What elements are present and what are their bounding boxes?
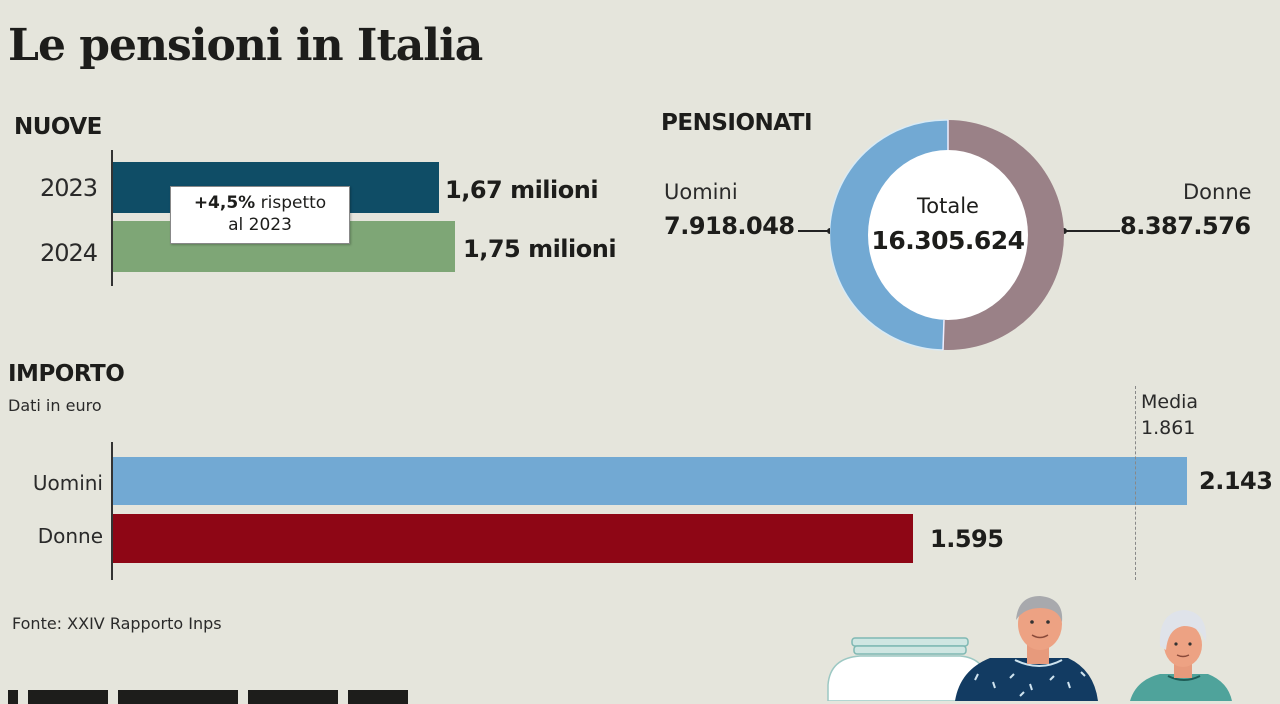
elderly-woman-icon <box>1130 610 1232 701</box>
elderly-couple-illustration <box>827 596 1232 701</box>
importo-heading: IMPORTO <box>8 361 125 387</box>
uomini-label: Uomini <box>664 180 738 204</box>
growth-percent: +4,5% <box>193 193 256 213</box>
year-label-2023: 2023 <box>40 174 98 202</box>
importo-value-uomini: 2.143 <box>1199 467 1273 495</box>
media-label: Media <box>1141 391 1199 413</box>
value-2024: 1,75 milioni <box>463 235 617 263</box>
year-label-2024: 2024 <box>40 239 98 267</box>
importo-label-uomini: Uomini <box>32 471 103 495</box>
nuove-axis <box>111 150 113 286</box>
donne-value: 8.387.576 <box>1120 212 1251 240</box>
growth-callout: +4,5% rispetto al 2023 <box>170 186 350 244</box>
page-title: Le pensioni in Italia <box>8 20 483 71</box>
value-2023: 1,67 milioni <box>445 176 599 204</box>
importo-bar-donne <box>113 514 913 563</box>
importo-value-donne: 1.595 <box>930 525 1004 553</box>
media-value: 1.861 <box>1141 417 1196 439</box>
uomini-value: 7.918.048 <box>664 212 795 240</box>
importo-subheading: Dati in euro <box>8 396 102 415</box>
importo-bar-uomini <box>113 457 1187 505</box>
pensionati-donut <box>830 119 1064 351</box>
importo-label-donne: Donne <box>37 524 103 548</box>
source-note: Fonte: XXIV Rapporto Inps <box>12 614 222 633</box>
nuove-heading: NUOVE <box>14 114 102 140</box>
elderly-man-icon <box>955 596 1098 701</box>
donne-leader-dot <box>1061 228 1067 234</box>
growth-text: rispetto <box>255 193 327 213</box>
donne-leader-line <box>1064 230 1120 232</box>
jar-icon <box>827 637 989 701</box>
cutoff-headline <box>8 690 448 704</box>
media-reference-line <box>1135 386 1136 580</box>
pensionati-heading: PENSIONATI <box>661 110 813 136</box>
importo-axis <box>111 442 113 580</box>
donne-label: Donne <box>1183 180 1252 204</box>
totale-value: 16.305.624 <box>871 226 1025 255</box>
growth-text-line2: al 2023 <box>228 215 292 235</box>
uomini-leader-line <box>798 230 830 232</box>
totale-label: Totale <box>917 194 979 218</box>
